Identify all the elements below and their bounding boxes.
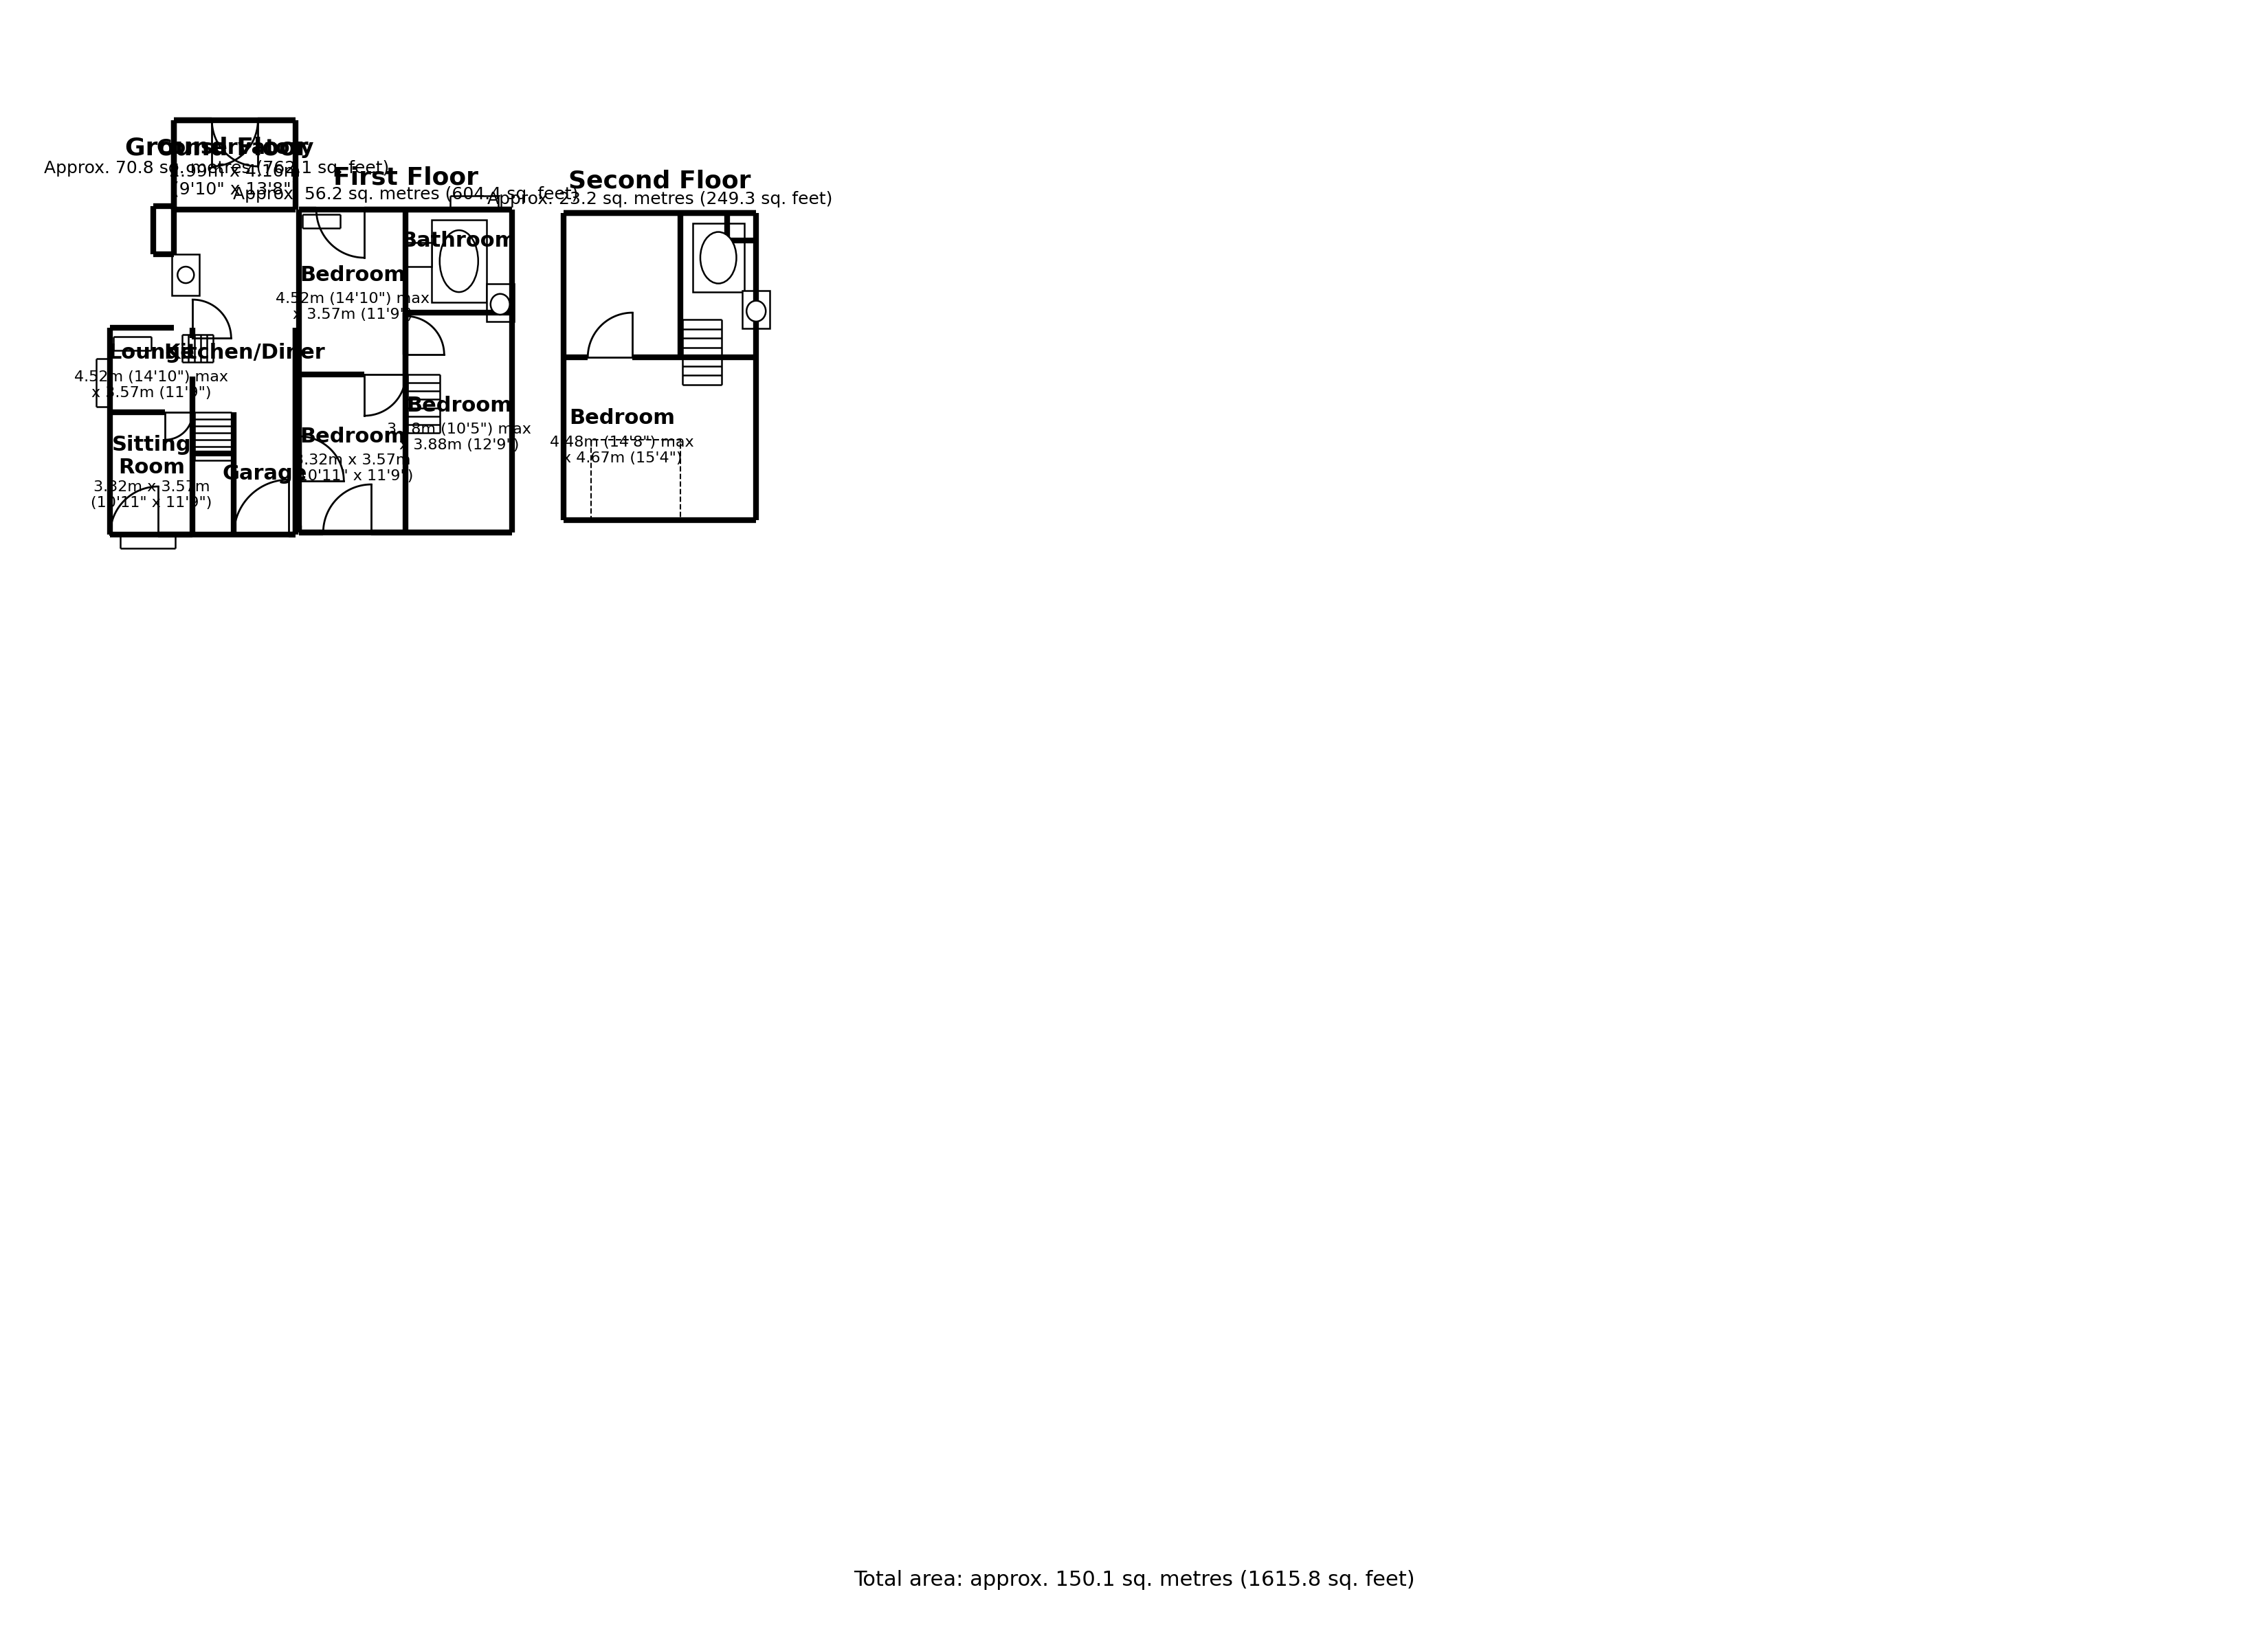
Text: 2.99m x 4.16m: 2.99m x 4.16m [170, 163, 302, 180]
Ellipse shape [701, 233, 737, 284]
Text: Approx. 23.2 sq. metres (249.3 sq. feet): Approx. 23.2 sq. metres (249.3 sq. feet) [488, 191, 832, 208]
Text: 3.32m x 3.57m: 3.32m x 3.57m [295, 453, 411, 467]
Text: 4.48m (14'8") max: 4.48m (14'8") max [551, 435, 694, 449]
Text: Approx. 70.8 sq. metres (762.1 sq. feet): Approx. 70.8 sq. metres (762.1 sq. feet) [43, 160, 390, 176]
Bar [742, 290, 769, 328]
Text: Bedroom: Bedroom [569, 409, 676, 429]
Text: Bathroom: Bathroom [401, 231, 517, 251]
Text: Second Floor: Second Floor [569, 170, 751, 193]
Text: x 3.57m (11'9"): x 3.57m (11'9") [91, 386, 211, 399]
Text: Garage: Garage [222, 463, 306, 483]
Bar [431, 219, 485, 302]
Text: Kitchen/Diner: Kitchen/Diner [163, 343, 324, 363]
Text: Lounge: Lounge [109, 343, 195, 363]
Text: Sitting
Room: Sitting Room [111, 435, 191, 478]
Ellipse shape [440, 231, 479, 292]
Ellipse shape [490, 294, 510, 315]
Text: First Floor: First Floor [333, 165, 479, 190]
Text: 4.52m (14'10") max: 4.52m (14'10") max [274, 292, 429, 305]
Text: (9'10" x 13'8"): (9'10" x 13'8") [172, 181, 297, 198]
Text: Total area: approx. 150.1 sq. metres (1615.8 sq. feet): Total area: approx. 150.1 sq. metres (16… [853, 1570, 1415, 1590]
Text: 3.18m (10'5") max: 3.18m (10'5") max [388, 422, 531, 437]
Text: (10'11" x 11'9"): (10'11" x 11'9") [91, 496, 211, 510]
Bar [404, 242, 431, 265]
Bar [592, 440, 680, 519]
Text: Ground Floor: Ground Floor [125, 137, 308, 160]
Text: Bedroom: Bedroom [299, 265, 406, 285]
Text: x 4.67m (15'4"): x 4.67m (15'4") [562, 452, 683, 465]
Bar [172, 254, 200, 295]
Text: Bedroom: Bedroom [406, 396, 513, 416]
Text: 3.32m x 3.57m: 3.32m x 3.57m [93, 480, 209, 495]
Text: Conservatory: Conservatory [156, 139, 313, 158]
Text: x 3.88m (12'9"): x 3.88m (12'9") [399, 439, 519, 452]
Text: Approx. 56.2 sq. metres (604.4 sq. feet): Approx. 56.2 sq. metres (604.4 sq. feet) [234, 186, 578, 203]
Text: 4.52m (14'10") max: 4.52m (14'10") max [75, 369, 229, 384]
Ellipse shape [746, 300, 767, 322]
Text: (10'11" x 11'9"): (10'11" x 11'9") [293, 470, 413, 483]
Bar [485, 284, 515, 322]
Bar [692, 223, 744, 292]
Text: Bedroom: Bedroom [299, 427, 406, 447]
Text: x 3.57m (11'9"): x 3.57m (11'9") [293, 308, 413, 322]
